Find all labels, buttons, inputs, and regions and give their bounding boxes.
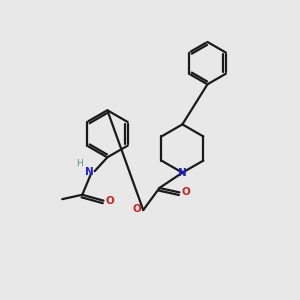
Text: O: O (182, 188, 190, 197)
Text: H: H (76, 159, 83, 168)
Text: O: O (132, 204, 141, 214)
Text: O: O (106, 196, 114, 206)
Text: N: N (178, 168, 187, 178)
Text: N: N (85, 167, 94, 177)
